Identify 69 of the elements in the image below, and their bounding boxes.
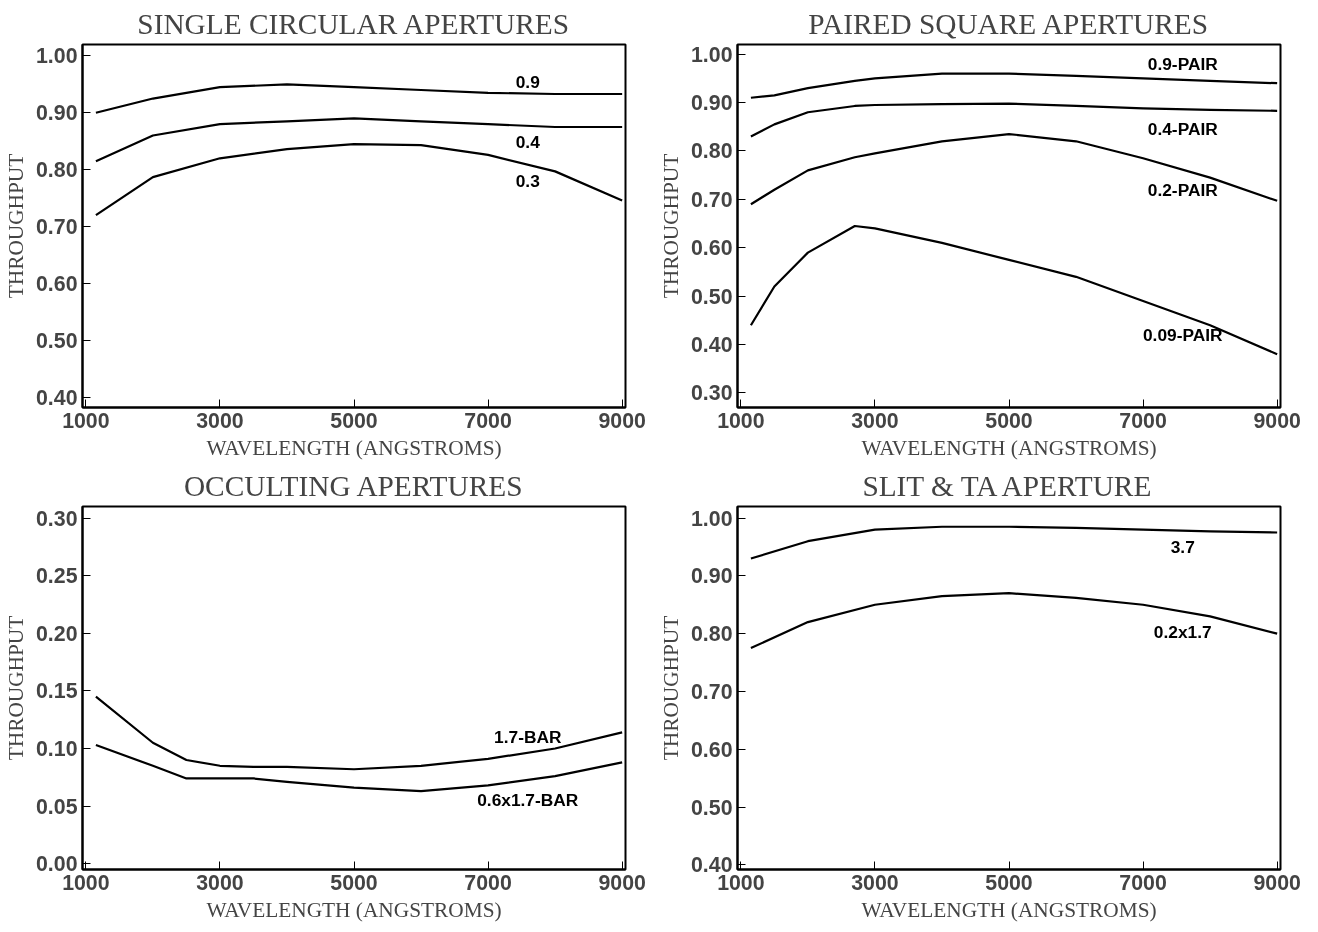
series-label: 0.4 xyxy=(515,131,541,152)
x-tick-label: 1000 xyxy=(62,408,110,433)
x-tick-label: 9000 xyxy=(1253,408,1301,433)
x-tick-label: 5000 xyxy=(330,408,378,433)
series-label: 0.4-PAIR xyxy=(1147,119,1219,140)
y-tick-label: 0.05 xyxy=(35,794,78,819)
x-tick-label: 7000 xyxy=(464,408,512,433)
chart-title: PAIRED SQUARE APERTURES xyxy=(808,7,1209,40)
x-tick-label: 1000 xyxy=(62,870,110,895)
y-tick-label: 0.25 xyxy=(35,564,78,589)
y-tick-label: 0.70 xyxy=(35,215,78,240)
y-axis-title: THROUGHPUT xyxy=(3,615,28,761)
y-tick-label: 0.80 xyxy=(690,139,733,164)
series-label: 0.2x1.7 xyxy=(1153,621,1212,642)
y-tick-label: 0.30 xyxy=(690,381,733,406)
x-tick-label: 7000 xyxy=(464,870,512,895)
y-tick-label: 0.70 xyxy=(690,187,733,212)
x-axis-title: WAVELENGTH (ANGSTROMS) xyxy=(206,897,502,922)
x-tick-label: 3000 xyxy=(196,408,244,433)
series-label: 0.9-PAIR xyxy=(1147,53,1219,74)
x-tick-label: 1000 xyxy=(717,408,765,433)
y-tick-label: 0.70 xyxy=(690,679,733,704)
series-label: 1.7-BAR xyxy=(494,726,562,747)
y-tick-label: 0.15 xyxy=(35,679,78,704)
y-tick-label: 0.60 xyxy=(690,236,733,261)
y-tick-label: 0.40 xyxy=(35,385,78,410)
y-tick-label: 0.80 xyxy=(35,158,78,183)
y-tick-label: 0.90 xyxy=(690,564,733,589)
y-tick-label: 0.80 xyxy=(690,622,733,647)
x-tick-label: 9000 xyxy=(1253,870,1301,895)
y-tick-label: 0.40 xyxy=(690,333,733,358)
y-tick-label: 0.60 xyxy=(690,737,733,762)
y-tick-label: 0.20 xyxy=(35,621,78,646)
y-axis-title: THROUGHPUT xyxy=(3,153,28,299)
x-tick-label: 7000 xyxy=(1119,870,1167,895)
y-tick-label: 1.00 xyxy=(690,506,733,531)
y-tick-label: 0.50 xyxy=(690,284,733,309)
x-tick-label: 3000 xyxy=(196,870,244,895)
x-tick-label: 5000 xyxy=(985,408,1033,433)
x-tick-label: 3000 xyxy=(851,870,899,895)
y-tick-label: 1.00 xyxy=(35,44,78,69)
y-tick-label: 0.60 xyxy=(35,271,78,296)
y-tick-label: 0.30 xyxy=(35,506,78,531)
x-tick-label: 3000 xyxy=(851,408,899,433)
y-tick-label: 0.90 xyxy=(690,91,733,116)
series-label: 3.7 xyxy=(1170,536,1195,557)
x-axis-title: WAVELENGTH (ANGSTROMS) xyxy=(206,435,502,460)
y-tick-label: 0.90 xyxy=(35,101,78,126)
x-tick-label: 5000 xyxy=(330,870,378,895)
x-axis-title: WAVELENGTH (ANGSTROMS) xyxy=(861,435,1157,460)
y-axis-title: THROUGHPUT xyxy=(658,615,683,761)
series-label: 0.2-PAIR xyxy=(1147,179,1219,200)
series-label: 0.09-PAIR xyxy=(1142,325,1224,346)
x-tick-label: 7000 xyxy=(1119,408,1167,433)
y-tick-label: 0.10 xyxy=(35,737,78,761)
y-axis-title: THROUGHPUT xyxy=(658,153,683,299)
x-tick-label: 9000 xyxy=(598,870,646,895)
x-tick-label: 9000 xyxy=(598,408,646,433)
chart-title: OCCULTING APERTURES xyxy=(183,469,523,502)
series-label: 0.9 xyxy=(515,71,540,92)
chart-title: SLIT & TA APERTURE xyxy=(862,469,1152,502)
x-axis-title: WAVELENGTH (ANGSTROMS) xyxy=(861,897,1157,922)
series-label: 0.6x1.7-BAR xyxy=(477,789,579,810)
x-tick-label: 5000 xyxy=(985,870,1033,895)
y-tick-label: 0.50 xyxy=(35,328,78,353)
y-tick-label: 0.50 xyxy=(690,795,733,820)
series-label: 0.3 xyxy=(515,170,541,191)
chart-title: SINGLE CIRCULAR APERTURES xyxy=(137,7,570,40)
y-tick-label: 1.00 xyxy=(690,42,733,67)
